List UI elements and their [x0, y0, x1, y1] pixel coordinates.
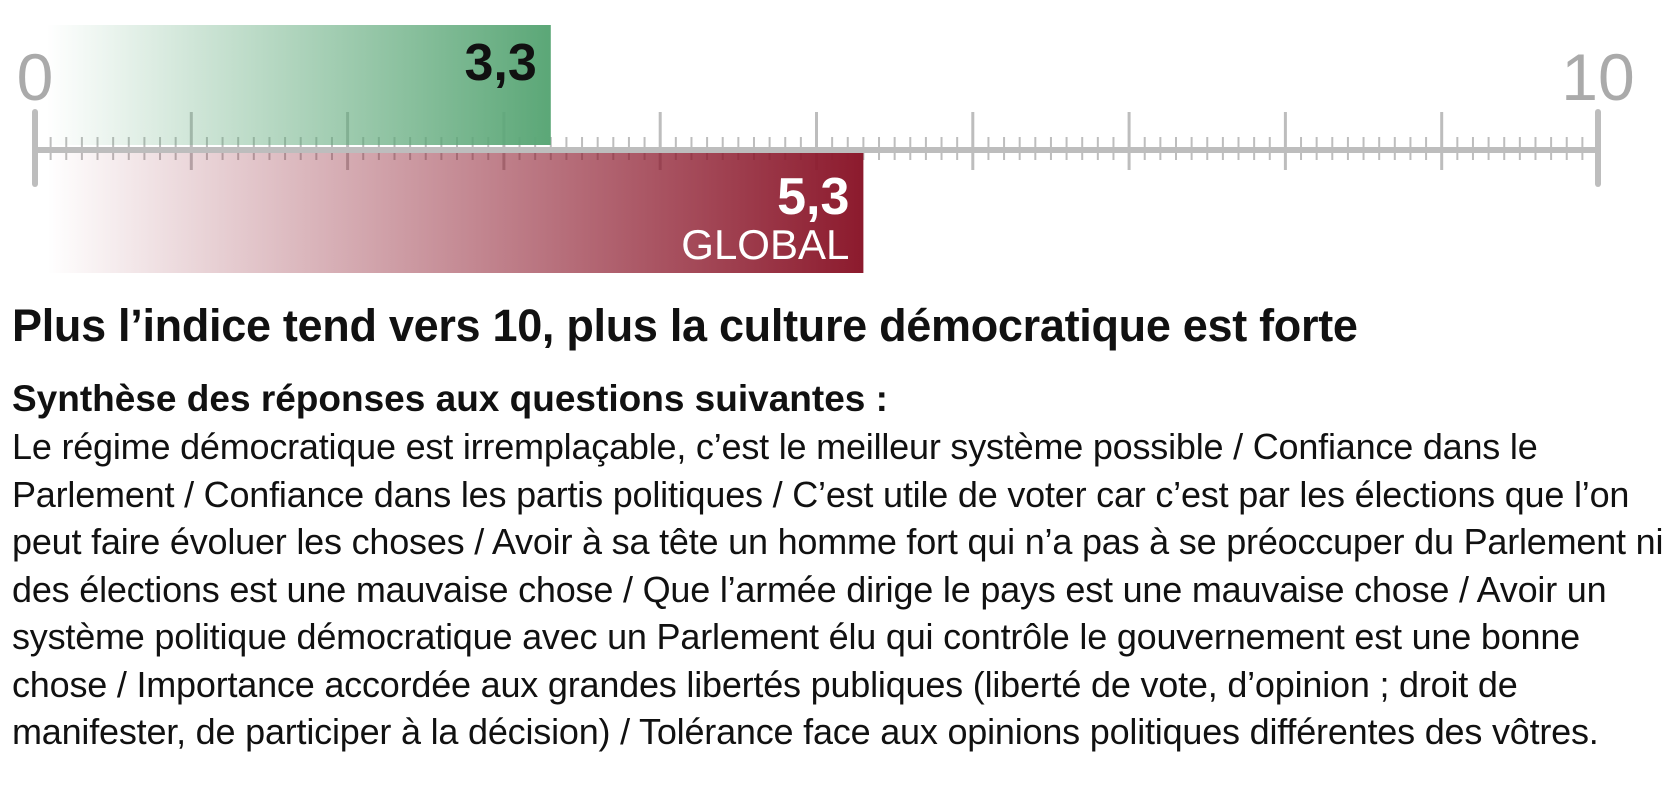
subtitle: Synthèse des réponses aux questions suiv… [12, 378, 888, 419]
description: Le régime démocratique est irremplaçable… [12, 426, 1664, 752]
title: Plus l’indice tend vers 10, plus la cult… [12, 300, 1358, 351]
series-label: GLOBAL [681, 221, 849, 268]
value-label: 5,3 [777, 168, 849, 226]
value-label: 3,3 [464, 34, 536, 92]
x-tick-label: 10 [1561, 40, 1634, 114]
bar [47, 153, 864, 273]
bar [47, 25, 551, 145]
